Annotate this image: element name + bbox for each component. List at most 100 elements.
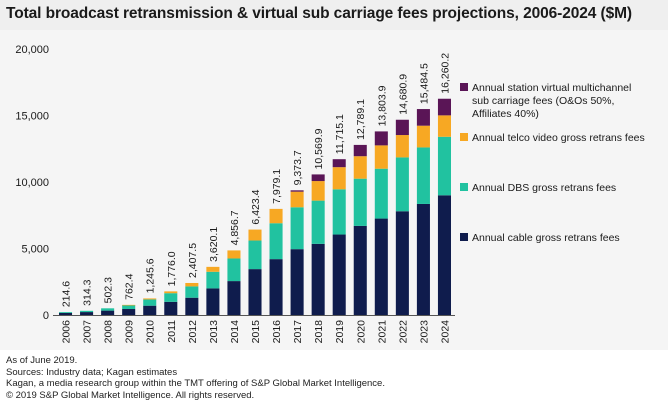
- y-tick-label: 10,000: [15, 177, 49, 189]
- total-label: 9,373.7: [292, 150, 304, 185]
- bar-segment-4: [332, 159, 346, 168]
- bar-segment-3: [395, 135, 409, 158]
- bar-segment-2: [374, 168, 388, 219]
- bar-segment-2: [290, 207, 304, 250]
- bar-segment-4: [353, 144, 367, 157]
- bar-segment-3: [416, 125, 430, 148]
- bar-segment-3: [164, 291, 178, 294]
- total-label: 14,680.9: [397, 74, 409, 115]
- y-tick-label: 20,000: [15, 44, 49, 56]
- legend-swatch: [460, 233, 468, 241]
- x-tick-label: 2023: [418, 320, 430, 344]
- bar-segment-2: [227, 258, 241, 282]
- bar-segment-3: [374, 145, 388, 169]
- bar-segment-4: [437, 98, 451, 116]
- total-label: 502.3: [103, 277, 115, 303]
- legend-label: Annual cable gross retrans fees: [472, 232, 620, 244]
- bar-segment-3: [332, 167, 346, 190]
- bar-segment-2: [122, 305, 136, 310]
- note-publisher: Kagan, a media research group within the…: [6, 378, 385, 390]
- total-label: 15,484.5: [418, 63, 430, 104]
- legend-swatch: [460, 133, 468, 141]
- title-bar: [0, 0, 668, 30]
- y-tick-label: 15,000: [15, 111, 49, 123]
- bar-segment-4: [395, 119, 409, 136]
- bar-segment-2: [101, 308, 115, 311]
- legend-swatch: [460, 183, 468, 191]
- x-tick-label: 2022: [397, 320, 409, 344]
- x-tick-label: 2007: [82, 320, 94, 344]
- bar-segment-3: [437, 115, 451, 137]
- bar-segment-2: [416, 147, 430, 204]
- bar-segment-1: [437, 195, 451, 315]
- bar-segment-2: [437, 136, 451, 196]
- note-date: As of June 2019.: [6, 355, 78, 366]
- bar-segment-2: [80, 310, 94, 313]
- x-tick-label: 2016: [271, 320, 283, 344]
- x-tick-label: 2015: [250, 320, 262, 344]
- bar-segment-2: [143, 299, 157, 306]
- total-label: 11,715.1: [334, 114, 346, 154]
- bar-segment-3: [269, 208, 283, 224]
- legend-label: Annual station virtual multichannel: [472, 82, 631, 94]
- bar-segment-3: [206, 266, 220, 272]
- legend-label: Annual DBS gross retrans fees: [472, 182, 616, 194]
- bar-segment-2: [269, 223, 283, 260]
- total-labels: 214.6 314.3 502.3 762.4 1,245.6 1,776.0 2,407.…: [61, 53, 452, 307]
- x-tick-label: 2018: [313, 320, 325, 344]
- footnotes: As of June 2019. Sources: Industry data;…: [6, 355, 385, 401]
- chart-title: Total broadcast retransmission & virtual…: [6, 5, 632, 22]
- bar-segment-1: [248, 269, 262, 315]
- total-label: 10,569.9: [313, 128, 325, 169]
- x-tick-label: 2020: [355, 320, 367, 344]
- total-label: 16,260.2: [439, 53, 451, 94]
- bar-segment-4: [416, 109, 430, 126]
- bar-segment-1: [143, 305, 157, 315]
- bar-segment-1: [290, 249, 304, 315]
- total-label: 762.4: [124, 273, 136, 299]
- bar-segment-3: [248, 229, 262, 241]
- bar-segment-3: [143, 298, 157, 300]
- bar-segment-1: [395, 211, 409, 315]
- total-label: 214.6: [61, 281, 73, 307]
- bar-segment-3: [353, 156, 367, 179]
- x-tick-label: 2009: [124, 320, 136, 344]
- bar-segment-1: [206, 288, 220, 315]
- bar-segment-3: [290, 191, 304, 208]
- x-tick-label: 2006: [61, 320, 73, 344]
- bar-segment-2: [248, 240, 262, 270]
- bar-segment-2: [206, 271, 220, 289]
- x-tick-label: 2008: [103, 320, 115, 344]
- bar-segment-1: [311, 243, 325, 315]
- x-tick-label: 2019: [334, 320, 346, 344]
- total-label: 7,979.1: [271, 169, 283, 204]
- bar-segment-4: [311, 174, 325, 182]
- bar-segment-2: [185, 286, 199, 298]
- x-tick-label: 2011: [166, 320, 178, 343]
- bar-segment-1: [122, 309, 136, 315]
- bar-segment-1: [59, 313, 73, 315]
- bar-segment-1: [227, 281, 241, 315]
- bar-segment-2: [59, 312, 73, 314]
- legend-swatch: [460, 83, 468, 91]
- bar-segment-4: [290, 190, 304, 192]
- bars: [59, 98, 451, 315]
- total-label: 3,620.1: [208, 227, 220, 262]
- x-tick-label: 2010: [145, 320, 157, 344]
- bar-segment-1: [164, 301, 178, 315]
- bar-segment-2: [353, 178, 367, 226]
- bar-segment-1: [185, 297, 199, 315]
- bar-segment-2: [395, 157, 409, 212]
- total-label: 2,407.5: [187, 243, 199, 278]
- bar-segment-2: [311, 200, 325, 244]
- bar-segment-1: [101, 310, 115, 315]
- x-tick-label: 2012: [187, 320, 199, 344]
- note-copyright: © 2019 S&P Global Market Intelligence. A…: [6, 389, 255, 401]
- total-label: 13,803.9: [376, 85, 388, 126]
- note-sources: Sources: Industry data; Kagan estimates: [6, 366, 178, 378]
- legend-label: Affiliates 40%): [472, 108, 539, 120]
- x-tick-label: 2021: [376, 320, 388, 344]
- bar-segment-4: [374, 131, 388, 146]
- total-label: 314.3: [82, 279, 94, 305]
